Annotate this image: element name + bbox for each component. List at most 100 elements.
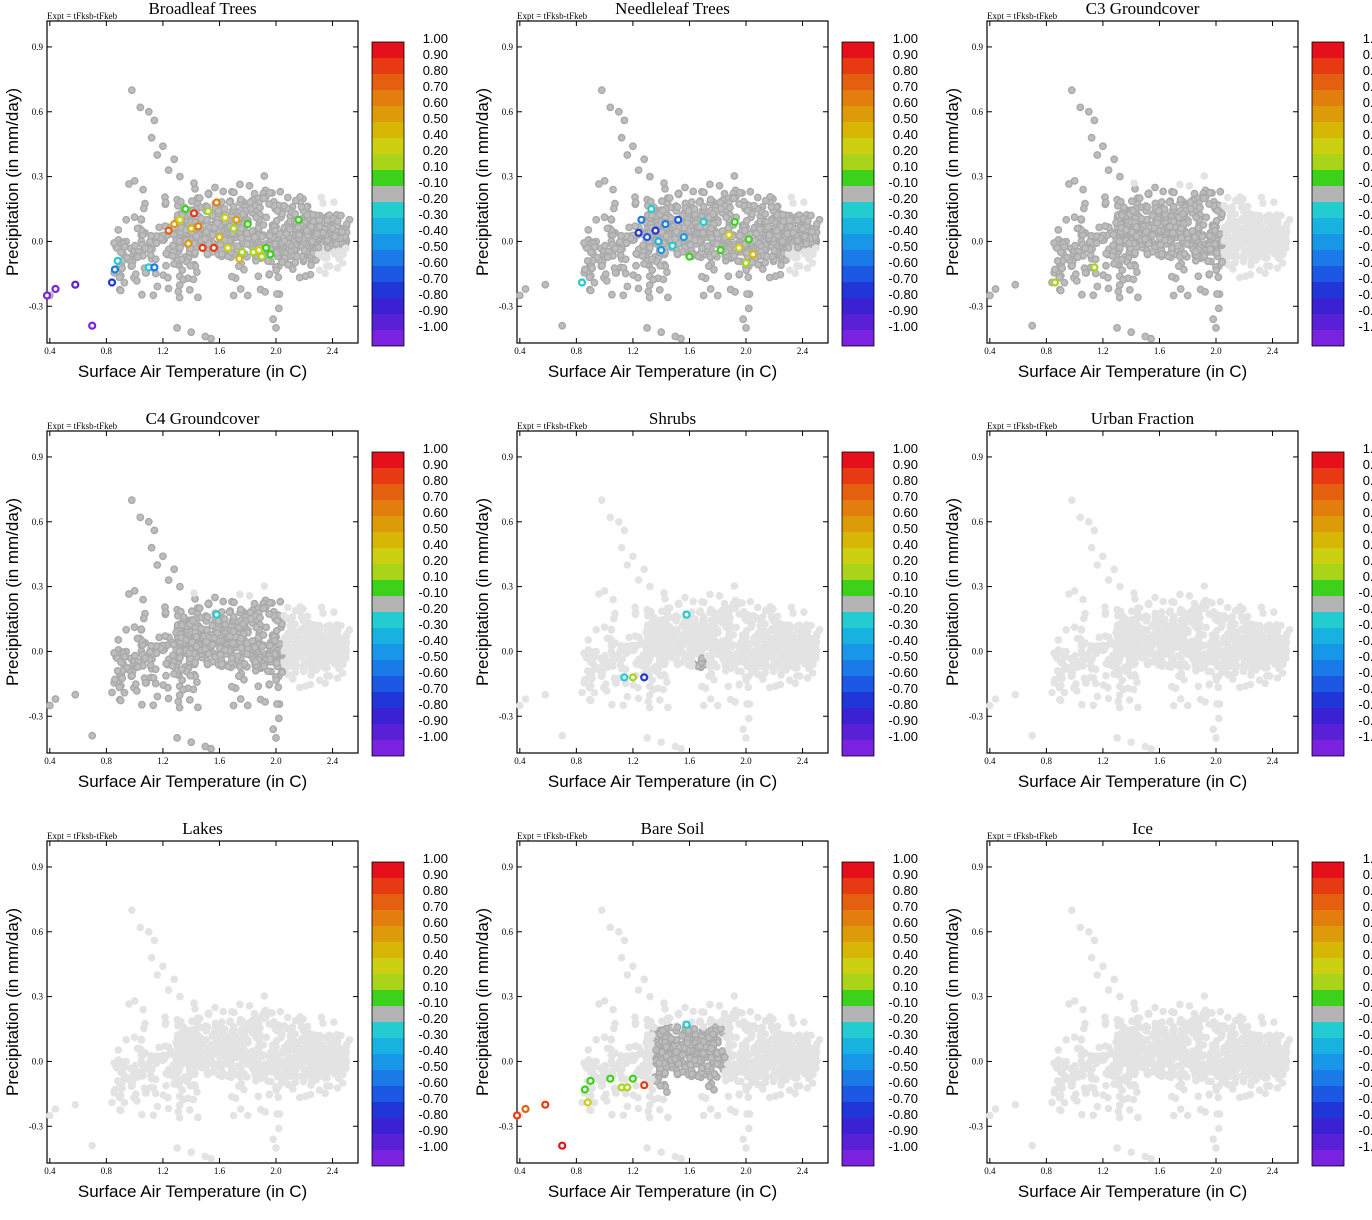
grid-cell-point-active [165,685,171,691]
grid-cell-point-active [616,109,622,115]
grid-cell-point-active [1214,291,1220,297]
grid-cell-point [726,614,734,622]
grid-cell-point-active [1170,204,1176,210]
grid-cell-point [643,734,651,742]
grid-cell-point-active [140,596,146,602]
expt-label: Expt = tFksb-tFkeb [987,421,1058,431]
grid-cell-point-active [238,225,244,231]
grid-cell-point [585,636,593,644]
grid-cell-point-active [1132,250,1138,256]
grid-cell-point [691,615,699,623]
grid-cell-point-active [700,230,706,236]
grid-cell-point-active [710,211,716,217]
grid-cell-point-active [1212,227,1218,233]
colorbar-swatch [372,500,404,516]
grid-cell-point-active [129,497,135,503]
grid-cell-point-active [165,167,171,173]
grid-cell-point-active [657,263,663,269]
grid-cell-point [709,620,717,628]
grid-cell-point-active [190,276,196,282]
grid-cell-point-active [1214,208,1220,214]
grid-cell-point-active [176,704,182,710]
grid-cell-point-active [165,285,171,291]
colorbar-swatch [372,708,404,724]
correlation-point [195,223,201,229]
grid-cell-point [674,600,682,608]
grid-cell-point-active [701,189,707,195]
colorbar-label: -0.10 [888,585,918,600]
grid-cell-point-active [1100,143,1106,149]
grid-cell-point-active [604,278,610,284]
grid-cell-point-active [630,143,636,149]
grid-cell-point-active [762,259,768,265]
colorbar-label: 0.10 [893,159,918,174]
x-tick-label: 0.4 [44,346,56,356]
colorbar-swatch [842,452,874,468]
grid-cell-point [754,604,762,612]
correlation-point [171,221,177,227]
colorbar-label: 0.90 [1363,47,1372,62]
colorbar-label: 0.60 [423,505,448,520]
grid-cell-point [736,599,744,607]
colorbar-swatch [842,298,874,314]
grid-cell-point-active [1203,214,1209,220]
chart-title: Needleleaf Trees [615,0,730,18]
colorbar-swatch [372,266,404,282]
grid-cell-point-active [1075,254,1081,260]
grid-cell-point [791,664,799,672]
grid-cell-point-active [174,325,180,331]
grid-cell-point-active [721,190,727,196]
grid-cell-point [663,643,671,651]
grid-cell-point-active [1119,267,1125,273]
colorbar-swatch [1312,218,1344,234]
grid-cell-point-active [672,236,678,242]
grid-cell-point-active [675,191,681,197]
grid-cell-point-active [177,692,183,698]
grid-cell-point-active [187,263,193,269]
y-axis-label: Precipitation (in mm/day) [473,498,492,686]
grid-cell-point-active [132,243,138,249]
grid-cell-point-active [253,214,259,220]
colorbar-label: -0.40 [888,633,918,648]
y-tick-label: 0.6 [502,107,514,117]
grid-cell-point [739,725,747,733]
grid-cell-point [730,605,738,613]
grid-cell-point [1256,217,1264,225]
grid-cell-point-active [1079,292,1085,298]
colorbar-label: 0.20 [423,143,448,158]
grid-cell-point-active [204,251,210,257]
chart-title: Urban Fraction [1091,409,1195,428]
grid-cell-point-active [779,238,785,244]
plot-frame [47,21,358,343]
grid-cell-point [650,614,658,622]
grid-cell-point [711,660,719,668]
colorbar-swatch [372,516,404,532]
grid-cell-point [722,658,730,666]
grid-cell-point-active [1123,227,1129,233]
grid-cell-point-active [272,637,278,643]
grid-cell-point-active [177,245,183,251]
grid-cell-point-active [266,611,272,617]
grid-cell-point-active [1207,246,1213,252]
grid-cell-point-active [240,211,246,217]
grid-cell-point-active [1071,178,1077,184]
grid-cell-point [786,627,794,635]
colorbar-label: -1.00 [1358,319,1372,334]
grid-cell-point-active [987,292,993,298]
grid-cell-point-active [1192,234,1198,240]
colorbar-label: -0.30 [888,207,918,222]
grid-cell-point-active [176,294,182,300]
colorbar-swatch [1312,234,1344,250]
grid-cell-point-active [131,178,137,184]
plot-frame [517,431,828,753]
grid-cell-point-active [202,236,208,242]
colorbar-swatch [842,676,874,692]
grid-cell-point-active [621,117,627,123]
grid-cell-point [742,734,750,742]
grid-cell-point-active [238,235,244,241]
grid-cell-point-active [209,642,215,648]
grid-cell-point [324,647,332,655]
expt-label: Expt = tFksb-tFkeb [517,11,588,21]
grid-cell-point-active [179,256,185,262]
